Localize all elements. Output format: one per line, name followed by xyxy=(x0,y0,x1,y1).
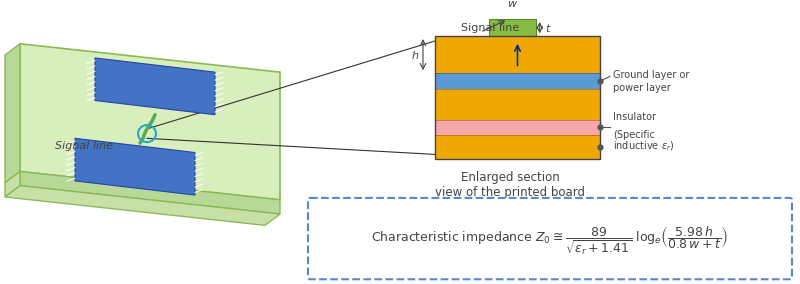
Text: $h$: $h$ xyxy=(410,49,419,61)
Bar xyxy=(435,120,600,135)
Text: $t$: $t$ xyxy=(545,22,551,34)
Bar xyxy=(490,19,536,36)
Text: under the signal line: under the signal line xyxy=(449,200,571,213)
Text: Enlarged section: Enlarged section xyxy=(461,172,559,184)
Text: Characteristic impedance $Z_0 \cong \dfrac{89}{\sqrt{\varepsilon_r + 1.41}}\ \lo: Characteristic impedance $Z_0 \cong \dfr… xyxy=(371,224,729,257)
FancyBboxPatch shape xyxy=(308,198,792,279)
Text: power layer: power layer xyxy=(613,83,670,93)
Text: (Specific: (Specific xyxy=(613,130,655,140)
Polygon shape xyxy=(5,172,20,197)
Polygon shape xyxy=(75,138,195,195)
Polygon shape xyxy=(95,58,215,115)
Text: $w$: $w$ xyxy=(507,0,518,9)
Text: inductive $\varepsilon_r$): inductive $\varepsilon_r$) xyxy=(613,139,674,153)
Text: Signal line: Signal line xyxy=(461,23,519,33)
Text: Insulator: Insulator xyxy=(613,112,656,122)
Bar xyxy=(435,36,600,159)
Text: Signal line: Signal line xyxy=(55,141,113,151)
Polygon shape xyxy=(20,44,280,200)
Bar xyxy=(435,73,600,89)
Polygon shape xyxy=(20,172,280,214)
Bar xyxy=(435,89,600,120)
Text: view of the printed board: view of the printed board xyxy=(435,186,585,199)
Bar xyxy=(435,135,600,159)
Bar xyxy=(435,36,600,73)
Text: Ground layer or: Ground layer or xyxy=(613,70,690,80)
Polygon shape xyxy=(5,186,280,225)
Polygon shape xyxy=(5,44,20,183)
